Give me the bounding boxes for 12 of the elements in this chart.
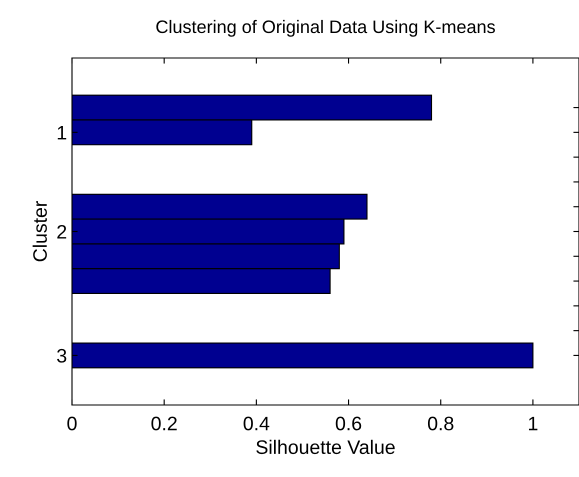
y-tick-label: 2 <box>57 224 66 239</box>
x-axis-title: Silhouette Value <box>256 440 395 454</box>
y-tick-label: 1 <box>58 126 66 140</box>
x-tick-label: 1 <box>528 416 538 430</box>
x-tick-label: 0.6 <box>336 416 362 430</box>
y-tick-label: 3 <box>57 348 66 363</box>
x-tick-label: 0.8 <box>428 416 454 430</box>
x-tick-label: 0.4 <box>244 416 270 430</box>
x-tick-label: 0.2 <box>151 416 177 430</box>
chart-title: Clustering of Original Data Using K-means <box>156 20 495 37</box>
y-axis-title: Cluster <box>32 201 47 262</box>
x-tick-label: 0 <box>67 416 77 430</box>
